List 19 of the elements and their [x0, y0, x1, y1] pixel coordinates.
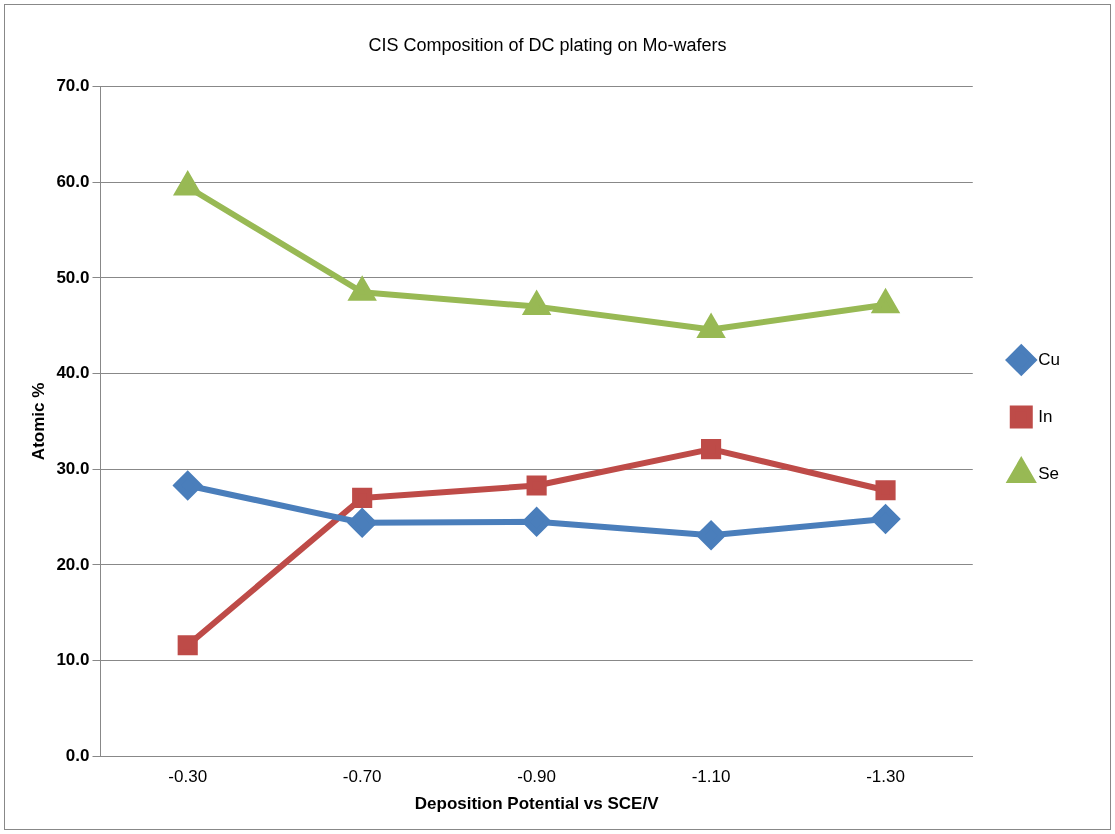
y-tick-label: 50.0 [56, 267, 90, 287]
y-axis-title: Atomic % [28, 382, 48, 461]
x-tick-label: -1.10 [691, 767, 731, 787]
y-tick-label: 20.0 [56, 554, 90, 574]
legend-label: Cu [1038, 349, 1060, 369]
legend-label: In [1038, 406, 1053, 426]
x-tick-label: -0.70 [342, 767, 382, 787]
y-tick-label: 60.0 [56, 171, 90, 191]
y-tick-label: 10.0 [56, 650, 90, 670]
x-tick-label: -0.30 [168, 767, 208, 787]
x-tick-label: -1.30 [866, 767, 905, 787]
chart-title: CIS Composition of DC plating on Mo-wafers [368, 34, 727, 55]
y-tick-label: 70.0 [56, 76, 90, 96]
y-tick-label: 40.0 [56, 363, 90, 383]
x-tick-label: -0.90 [517, 767, 556, 787]
legend-label: Se [1038, 463, 1060, 483]
y-tick-label: 0.0 [65, 745, 90, 765]
x-axis-title: Deposition Potential vs SCE/V [414, 794, 660, 814]
y-tick-label: 30.0 [56, 458, 90, 478]
